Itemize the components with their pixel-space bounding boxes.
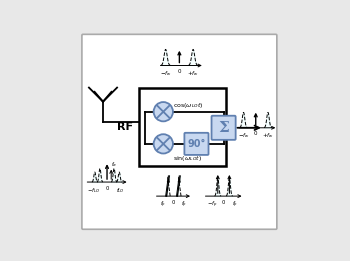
Text: $f_w$: $f_w$ (111, 160, 118, 169)
Polygon shape (176, 176, 181, 196)
Text: 90°: 90° (187, 139, 206, 149)
Circle shape (154, 102, 173, 121)
Text: $+f_w$: $+f_w$ (262, 131, 274, 140)
Text: $-f_p$: $-f_p$ (207, 200, 218, 210)
FancyBboxPatch shape (211, 116, 236, 140)
Text: $+f_w$: $+f_w$ (187, 69, 199, 78)
Polygon shape (166, 176, 170, 196)
Text: 0: 0 (222, 200, 225, 205)
Text: $\cos(\omega_{LO}t)$: $\cos(\omega_{LO}t)$ (173, 101, 204, 110)
Text: $f_p$: $f_p$ (160, 200, 166, 210)
Circle shape (154, 134, 173, 153)
Text: RF: RF (117, 122, 133, 132)
Bar (139, 88, 226, 166)
Text: $\sin(\omega_{LO}t)$: $\sin(\omega_{LO}t)$ (173, 154, 202, 163)
Text: $f_{LO}$: $f_{LO}$ (116, 186, 125, 194)
Text: $-f_{LO}$: $-f_{LO}$ (87, 186, 100, 194)
Text: 0: 0 (172, 200, 175, 205)
Text: Σ: Σ (218, 121, 229, 135)
Text: 0: 0 (105, 186, 109, 191)
FancyBboxPatch shape (82, 34, 277, 229)
Text: $-f_w$: $-f_w$ (238, 131, 250, 140)
Text: $f_p$: $f_p$ (181, 200, 187, 210)
Text: 0: 0 (254, 131, 258, 137)
FancyBboxPatch shape (184, 133, 209, 155)
Text: $-f_w$: $-f_w$ (160, 69, 172, 78)
Text: $f_p$: $f_p$ (232, 200, 238, 210)
Text: 0: 0 (177, 69, 181, 74)
